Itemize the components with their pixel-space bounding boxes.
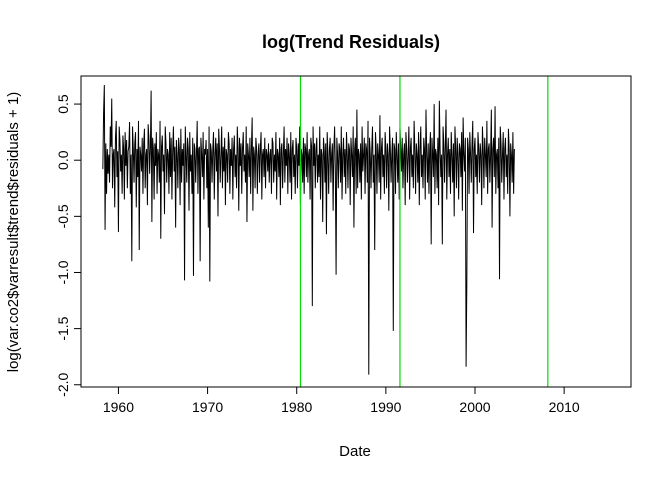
y-tick-label-3: -1.0 — [55, 260, 71, 284]
y-tick-label-1: 0.0 — [55, 150, 71, 170]
chart-title: log(Trend Residuals) — [262, 32, 440, 52]
y-tick-label-5: -2.0 — [55, 372, 71, 396]
x-tick-label-0: 1960 — [103, 399, 134, 415]
x-tick-label-2: 1980 — [281, 399, 312, 415]
x-tick-label-3: 1990 — [370, 399, 401, 415]
y-tick-label-2: -0.5 — [55, 204, 71, 228]
x-tick-label-1: 1970 — [192, 399, 223, 415]
y-tick-label-4: -1.5 — [55, 316, 71, 340]
x-tick-label-5: 2010 — [549, 399, 580, 415]
plot-frame — [80, 75, 632, 388]
x-tick-label-4: 2000 — [459, 399, 490, 415]
series-line-0 — [102, 84, 515, 375]
y-tick-label-0: 0.5 — [55, 94, 71, 114]
x-axis-label: Date — [339, 443, 371, 460]
y-axis-label: log(var.co2$varresult$trend$residuals + … — [5, 92, 22, 373]
